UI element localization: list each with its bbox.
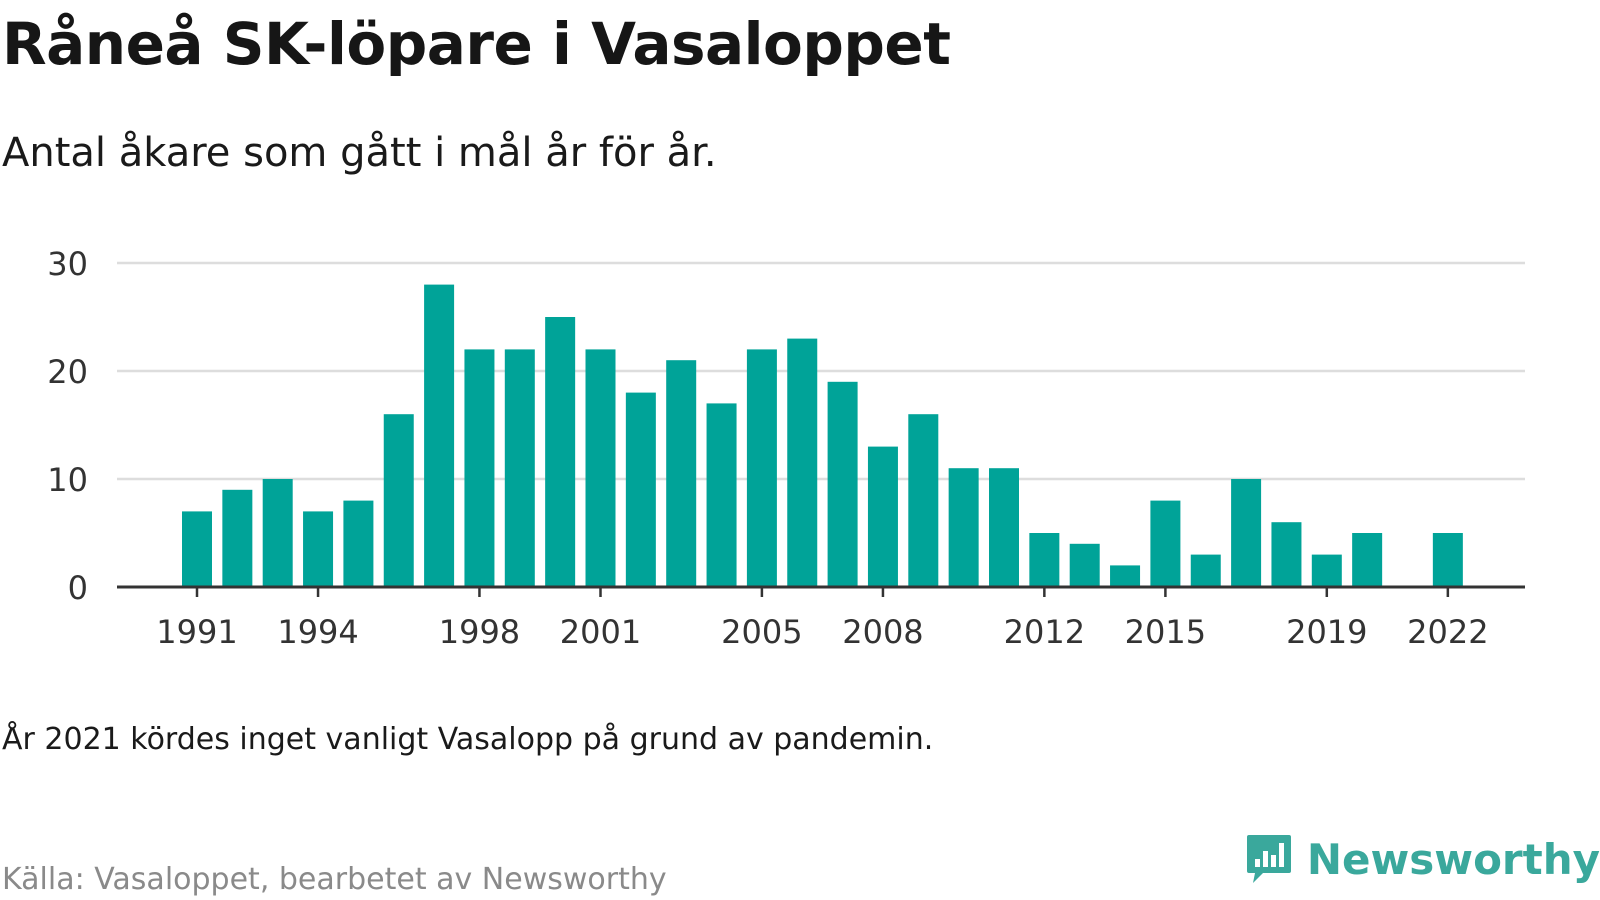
bar-2010: [948, 468, 979, 587]
bar-2008: [867, 446, 898, 587]
y-tick-label: 20: [47, 353, 88, 391]
bar-1997: [424, 284, 455, 587]
x-tick-label: 1994: [277, 613, 358, 651]
x-tick-label: 2008: [842, 613, 923, 651]
bar-2009: [908, 414, 939, 587]
bar-1995: [343, 500, 374, 587]
x-tick-label: 2001: [560, 613, 641, 651]
bar-2018: [1271, 522, 1302, 587]
source-credit: Källa: Vasaloppet, bearbetet av Newswort…: [2, 862, 667, 897]
bar-1991: [182, 511, 212, 587]
y-tick-label: 10: [47, 461, 88, 499]
x-tick-label: 2019: [1286, 613, 1367, 651]
bar-2022: [1432, 533, 1463, 587]
bar-1994: [303, 511, 334, 587]
x-tick-label: 2022: [1407, 613, 1488, 651]
bar-2006: [787, 338, 818, 587]
bar-1998: [464, 349, 495, 587]
x-tick-label: 2005: [721, 613, 802, 651]
y-tick-label: 0: [68, 569, 88, 607]
bar-1993: [262, 479, 293, 587]
x-tick-label: 1991: [156, 613, 237, 651]
bar-1996: [383, 414, 414, 587]
bar-2014: [1110, 565, 1141, 587]
bar-2003: [666, 360, 697, 587]
newsworthy-logo: Newsworthy: [1245, 828, 1600, 890]
bar-2011: [989, 468, 1019, 587]
bar-chart-speech-bubble-icon: [1246, 835, 1291, 883]
x-tick-label: 2015: [1125, 613, 1206, 651]
x-tick-label: 2012: [1004, 613, 1085, 651]
bar-2001: [585, 349, 616, 587]
logo-text: Newsworthy: [1306, 834, 1600, 884]
chart-title: Råneå SK-löpare i Vasaloppet: [2, 10, 951, 78]
bar-2017: [1231, 479, 1262, 587]
bar-1992: [222, 489, 253, 587]
bar-2020: [1352, 533, 1383, 587]
bar-1999: [504, 349, 535, 587]
y-tick-label: 30: [47, 245, 88, 283]
bar-2012: [1029, 533, 1060, 587]
bar-2005: [746, 349, 777, 587]
bar-2004: [706, 403, 737, 587]
chart-note: År 2021 kördes inget vanligt Vasalopp på…: [2, 722, 934, 757]
chart-subtitle: Antal åkare som gått i mål år för år.: [2, 130, 717, 176]
x-tick-label: 1998: [439, 613, 520, 651]
bar-2019: [1311, 554, 1342, 587]
bar-2007: [827, 381, 858, 587]
bar-2000: [545, 317, 576, 587]
bar-2016: [1190, 554, 1221, 587]
bar-2013: [1069, 543, 1100, 587]
bar-2015: [1150, 500, 1181, 587]
bar-chart: 0 10 20 30 1991 1994 1998 2001 2005 2008 2012 2015 2…: [47, 245, 1525, 651]
bar-2002: [625, 392, 656, 587]
